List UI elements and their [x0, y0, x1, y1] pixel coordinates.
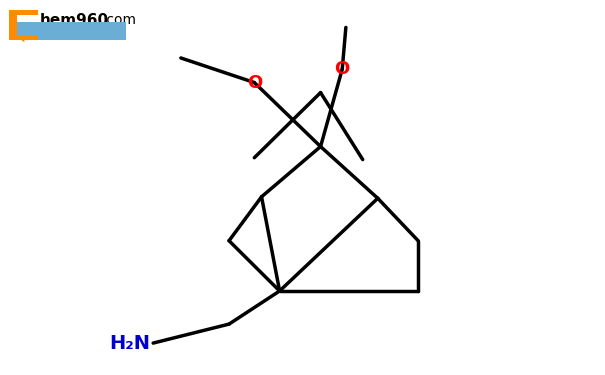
Text: ‹: ‹ [12, 14, 28, 52]
FancyBboxPatch shape [8, 22, 126, 40]
Text: H₂N: H₂N [109, 334, 150, 352]
Text: O: O [247, 74, 262, 92]
Text: hem960: hem960 [39, 12, 108, 27]
Polygon shape [8, 10, 38, 40]
Text: .com: .com [103, 12, 137, 27]
Text: O: O [335, 60, 350, 78]
Text: 960 化 工 网: 960 化 工 网 [47, 26, 89, 35]
